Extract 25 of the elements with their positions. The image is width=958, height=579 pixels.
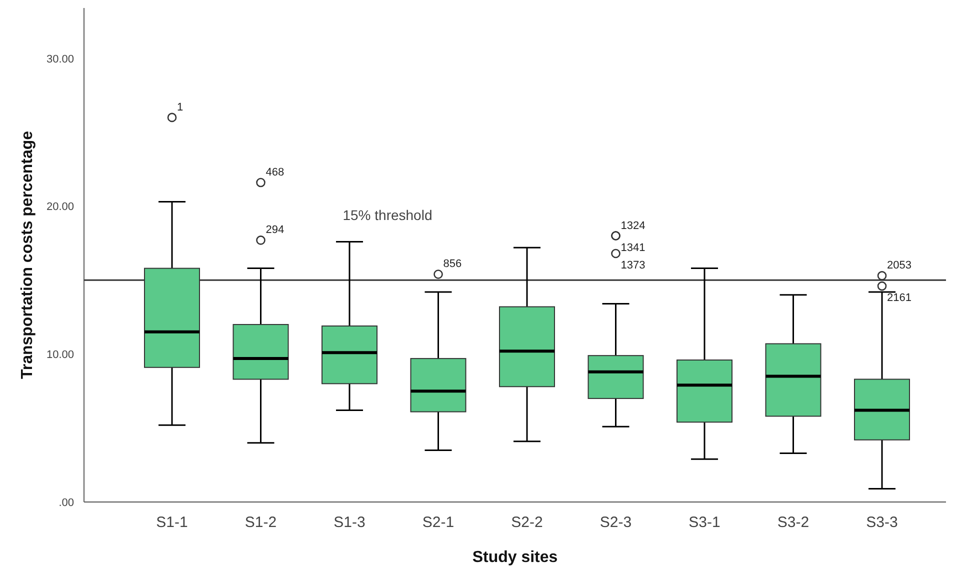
y-tick-label: 20.00 [46,201,74,214]
y-tick-label: 10.00 [46,349,74,362]
y-tick-label: .00 [58,497,74,509]
annotation: 1 [177,101,184,114]
x-tick-label: S1-3 [334,514,366,531]
y-axis-title: Transportation costs percentage [19,130,36,380]
x-tick-label: S2-1 [422,514,454,531]
x-axis-title: Study sites [472,549,558,566]
annotation: 1341 [620,242,646,254]
annotation: 294 [266,224,284,236]
ref-line-label: 15% threshold [342,207,432,224]
annotation: 1324 [620,220,646,232]
x-tick-label: S3-2 [777,514,810,531]
x-tick-label: S3-1 [688,514,720,531]
annotation: 1373 [620,260,646,272]
x-tick-label: S3-3 [866,514,898,531]
x-tick-label: S1-2 [244,514,277,531]
x-tick-label: S1-1 [156,514,188,531]
y-tick-label: 30.00 [46,53,74,66]
annotation: 2161 [887,292,912,304]
x-tick-label: S2-2 [511,514,543,531]
annotation: 2053 [887,260,912,272]
annotation: 856 [443,258,462,270]
x-tick-label: S2-3 [600,514,632,531]
annotation: 468 [266,166,284,179]
